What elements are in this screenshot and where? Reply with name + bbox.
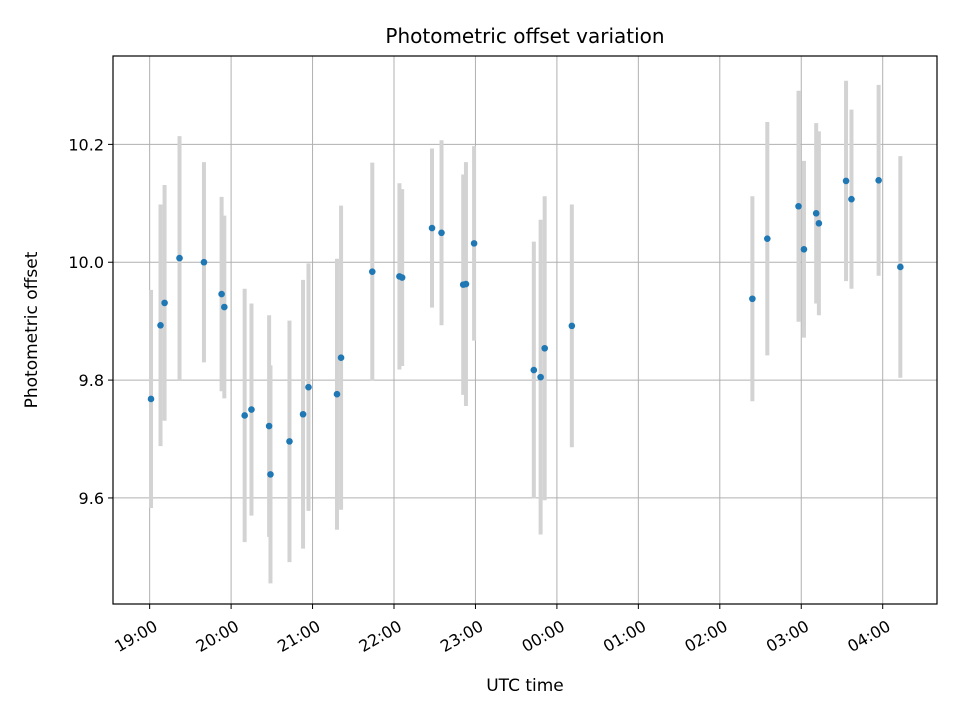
data-point [305,383,312,391]
y-tick-label: 9.6 [79,489,104,508]
data-point [299,410,307,418]
data-point [161,299,168,307]
data-point [812,210,820,217]
data-point [795,202,802,210]
chart-title: Photometric offset variation [385,24,664,48]
data-point [200,258,208,266]
data-point [267,471,274,478]
y-axis-label: Photometric offset [22,251,42,408]
data-point [286,438,293,445]
data-point [764,235,771,242]
y-tick-label: 10.0 [68,253,104,272]
data-point [221,303,228,311]
data-point [462,280,470,288]
data-point [176,254,183,262]
data-point [438,229,445,237]
data-point [800,245,808,253]
data-point [848,195,855,203]
data-point [470,240,478,247]
data-point [875,177,882,184]
y-tick-label: 9.8 [79,371,104,390]
data-point [815,220,823,227]
data-point [241,412,248,419]
data-point [428,224,436,232]
x-axis-label: UTC time [486,676,564,696]
data-point [157,321,164,329]
data-point [749,295,756,303]
data-point [530,366,538,374]
data-point [842,177,850,185]
data-point [537,373,544,381]
data-point [897,263,904,271]
data-point [568,322,576,330]
data-point [265,422,273,430]
data-point [337,354,345,361]
data-point [218,290,225,298]
data-point [368,268,376,275]
data-point [248,406,255,413]
data-point [333,390,341,398]
data-point [398,274,406,281]
plot-frame [112,55,938,605]
data-point [541,344,548,352]
y-axis: 9.6 9.8 10.0 10.2 [68,135,113,508]
data-point [147,395,155,403]
y-tick-label: 10.2 [68,135,104,154]
data-points [147,177,904,478]
